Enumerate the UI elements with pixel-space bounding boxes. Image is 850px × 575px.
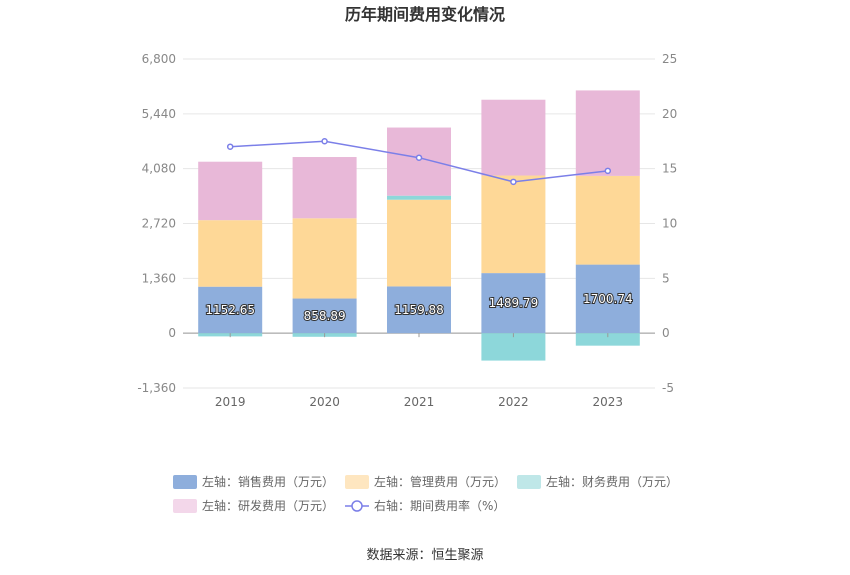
right-axis-tick-label: 25 [662, 52, 677, 66]
bar-segment [481, 273, 546, 334]
left-axis-tick-label: -1,360 [137, 381, 176, 395]
left-axis-tick-label: 0 [168, 326, 176, 340]
right-axis-ticks: 25 20 15 10 5 0 -5 [662, 52, 677, 395]
bar-segment [575, 90, 640, 176]
bar-segment [387, 286, 451, 334]
right-axis-tick-label: 10 [662, 217, 677, 231]
legend-label: 左轴：管理费用（万元） [374, 474, 506, 489]
x-axis-ticks: 2019 2020 2021 2022 2023 [215, 333, 623, 409]
x-axis-tick-label: 2022 [498, 395, 529, 409]
rate-point [415, 154, 423, 161]
bar-segment [198, 220, 263, 287]
bar-segment [575, 333, 640, 346]
legend-label: 左轴：财务费用（万元） [546, 474, 678, 489]
right-axis-tick-label: 0 [662, 326, 670, 340]
right-axis-tick-label: 20 [662, 107, 677, 121]
rate-point [226, 143, 234, 150]
legend-label: 右轴：期间费用率（%） [374, 498, 505, 513]
legend-swatch [345, 475, 369, 489]
right-axis-tick-label: -5 [662, 381, 674, 395]
left-axis-tick-label: 2,720 [142, 217, 176, 231]
legend-swatch [173, 499, 197, 513]
x-axis-tick-label: 2021 [404, 395, 435, 409]
bar-data-label: 1489.79 [489, 296, 539, 310]
bar-segment [387, 127, 451, 196]
bar-segment [292, 157, 357, 219]
legend: 左轴：销售费用（万元） 左轴：管理费用（万元） 左轴：财务费用（万元） 左轴：研发费用… [173, 474, 678, 513]
bar-data-label: 1159.88 [394, 303, 444, 317]
bar-segment [198, 286, 263, 334]
source-note: 数据来源：恒生聚源 [366, 548, 483, 563]
legend-label: 左轴：销售费用（万元） [202, 474, 334, 489]
legend-label: 左轴：研发费用（万元） [202, 498, 334, 513]
x-axis-tick-label: 2019 [215, 395, 246, 409]
legend-line-marker [351, 500, 363, 512]
bar-data-label: 1152.65 [205, 303, 255, 317]
left-axis-tick-label: 6,800 [142, 52, 176, 66]
bar-segment [292, 218, 357, 299]
x-axis-tick-label: 2023 [593, 395, 624, 409]
left-axis-tick-label: 1,360 [142, 271, 176, 285]
bar-segment [292, 298, 357, 334]
bar-segment [481, 99, 546, 176]
legend-swatch [517, 475, 541, 489]
chart-title: 历年期间费用变化情况 [345, 5, 505, 24]
rate-line-group [226, 138, 612, 186]
rate-point [604, 167, 612, 175]
bar-data-label: 858.89 [304, 309, 346, 323]
right-axis-tick-label: 15 [662, 162, 677, 176]
bar-segment [575, 175, 640, 265]
bar-segment [387, 199, 451, 287]
left-axis-tick-label: 5,440 [142, 107, 176, 121]
right-axis-tick-label: 5 [662, 271, 670, 285]
left-axis-ticks: 6,800 5,440 4,080 2,720 1,360 0 -1,360 [137, 52, 176, 395]
left-axis-tick-label: 4,080 [142, 162, 176, 176]
bar-segment [575, 264, 640, 334]
x-axis-tick-label: 2020 [309, 395, 340, 409]
legend-swatch [173, 475, 197, 489]
bar-segment [387, 195, 451, 200]
rate-point [321, 138, 328, 145]
bar-label-group: 1152.65 858.89 1159.88 1489.79 1700.74 [204, 291, 633, 324]
bar-data-label: 1700.74 [583, 292, 633, 306]
bar-group [198, 90, 640, 361]
bar-segment [198, 161, 263, 221]
rate-point [510, 178, 517, 186]
bar-segment [481, 175, 546, 274]
bar-segment [481, 333, 546, 361]
